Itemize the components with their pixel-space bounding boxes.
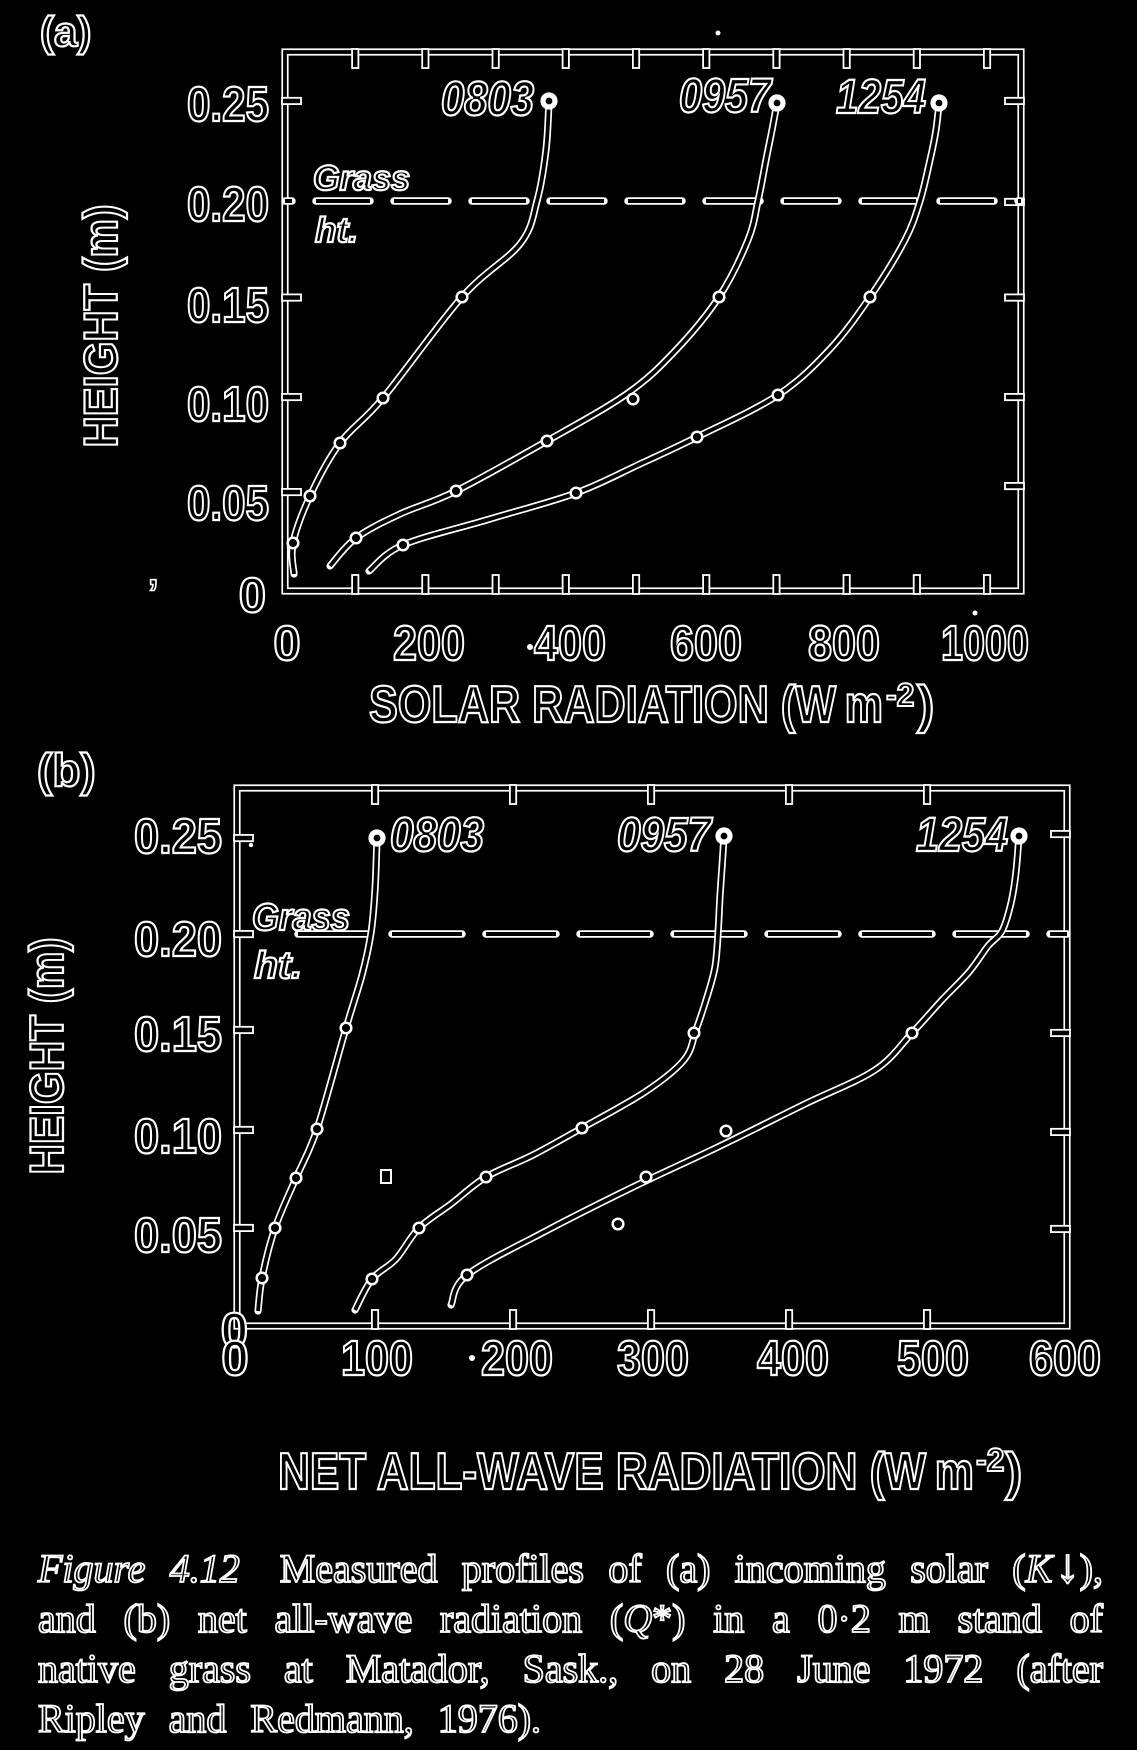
svg-text:0.05: 0.05 [134,1209,222,1263]
svg-text:500: 500 [897,1332,969,1386]
svg-text:400: 400 [534,617,606,671]
svg-text:800: 800 [808,617,880,671]
svg-text:SOLAR RADIATION (W m: SOLAR RADIATION (W m [369,676,883,734]
svg-text:0957: 0957 [679,70,773,123]
svg-text:0.10: 0.10 [187,378,269,432]
svg-text:0: 0 [221,1304,248,1358]
svg-text:HEIGHT (m): HEIGHT (m) [20,938,73,1175]
svg-text:-2: -2 [886,677,914,713]
svg-text:200: 200 [481,1332,553,1386]
svg-text:0.05: 0.05 [187,477,269,531]
svg-text:Grass: Grass [313,159,410,198]
svg-text:0: 0 [239,569,266,623]
svg-text:600: 600 [670,617,742,671]
svg-text:(b): (b) [37,744,96,796]
svg-text:Grass: Grass [252,897,350,939]
svg-text:-2: -2 [976,1442,1004,1478]
svg-text:0.25: 0.25 [134,810,222,864]
svg-text:(a): (a) [40,8,91,55]
svg-text:NET ALL-WAVE RADIATION (W m: NET ALL-WAVE RADIATION (W m [278,1443,974,1501]
svg-text:600: 600 [1029,1332,1101,1386]
svg-text:0: 0 [273,617,300,671]
svg-text:HEIGHT (m): HEIGHT (m) [74,205,127,448]
svg-text:400: 400 [757,1332,829,1386]
svg-text:0.15: 0.15 [187,279,269,333]
svg-text:1000: 1000 [941,617,1029,671]
svg-text:0803: 0803 [390,809,484,862]
svg-text:200: 200 [393,617,465,671]
svg-text:’: ’ [148,573,159,615]
svg-text:1254: 1254 [836,71,926,124]
svg-text:0.20: 0.20 [187,178,269,232]
svg-text:0.25: 0.25 [187,78,269,132]
svg-text:0803: 0803 [441,73,534,126]
svg-text:0.20: 0.20 [134,913,222,967]
svg-text:0.15: 0.15 [134,1008,222,1062]
svg-text:0957: 0957 [617,809,713,862]
svg-text:1254: 1254 [916,809,1008,862]
svg-text:ht.: ht. [315,211,358,250]
svg-text:100: 100 [341,1332,413,1386]
svg-text:ht.: ht. [254,945,302,987]
svg-text:0.10: 0.10 [134,1110,222,1164]
svg-text:0: 0 [221,1332,248,1386]
svg-text:300: 300 [617,1332,689,1386]
svg-text:): ) [1005,1443,1022,1501]
svg-text:): ) [917,676,934,734]
